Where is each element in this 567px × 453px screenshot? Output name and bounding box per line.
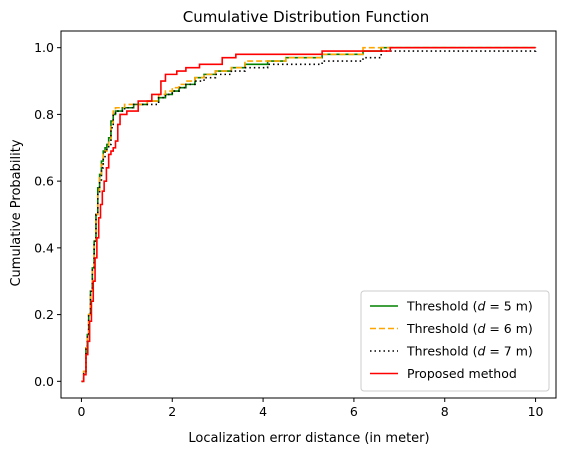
series-line-4 <box>81 46 536 383</box>
legend-label-2: Threshold (d = 6 m) <box>406 321 533 336</box>
y-tick-label: 0.0 <box>34 374 54 389</box>
x-tick-label: 8 <box>441 404 449 419</box>
x-tick-label: 4 <box>259 404 267 419</box>
series-line-3 <box>81 47 537 383</box>
x-tick-label: 2 <box>168 404 176 419</box>
x-tick-label: 0 <box>77 404 85 419</box>
x-axis-ticks: 0 2 4 6 8 10 <box>77 398 544 419</box>
x-axis-label: Localization error distance (in meter) <box>188 431 429 446</box>
legend-label-3: Threshold (d = 7 m) <box>406 344 533 359</box>
series-line-2 <box>81 46 536 383</box>
legend-label-4: Proposed method <box>407 366 517 381</box>
y-tick-label: 0.8 <box>34 107 54 122</box>
legend-label-1: Threshold (d = 5 m) <box>406 299 533 314</box>
y-axis-ticks: 0.0 0.2 0.4 0.6 0.8 1.0 <box>34 40 61 389</box>
y-tick-label: 1.0 <box>34 40 54 55</box>
y-axis-label: Cumulative Probability <box>9 139 24 286</box>
x-tick-label: 6 <box>350 404 358 419</box>
plot-frame <box>60 30 557 399</box>
plot-area <box>60 30 557 399</box>
y-tick-label: 0.6 <box>34 174 54 189</box>
legend: Threshold (d = 5 m) Threshold (d = 6 m) Th… <box>360 290 550 392</box>
y-tick-label: 0.4 <box>34 240 54 255</box>
legend-box <box>360 290 550 392</box>
y-tick-label: 0.2 <box>34 307 54 322</box>
chart-title: Cumulative Distribution Function <box>183 8 429 26</box>
x-tick-label: 10 <box>528 404 544 419</box>
